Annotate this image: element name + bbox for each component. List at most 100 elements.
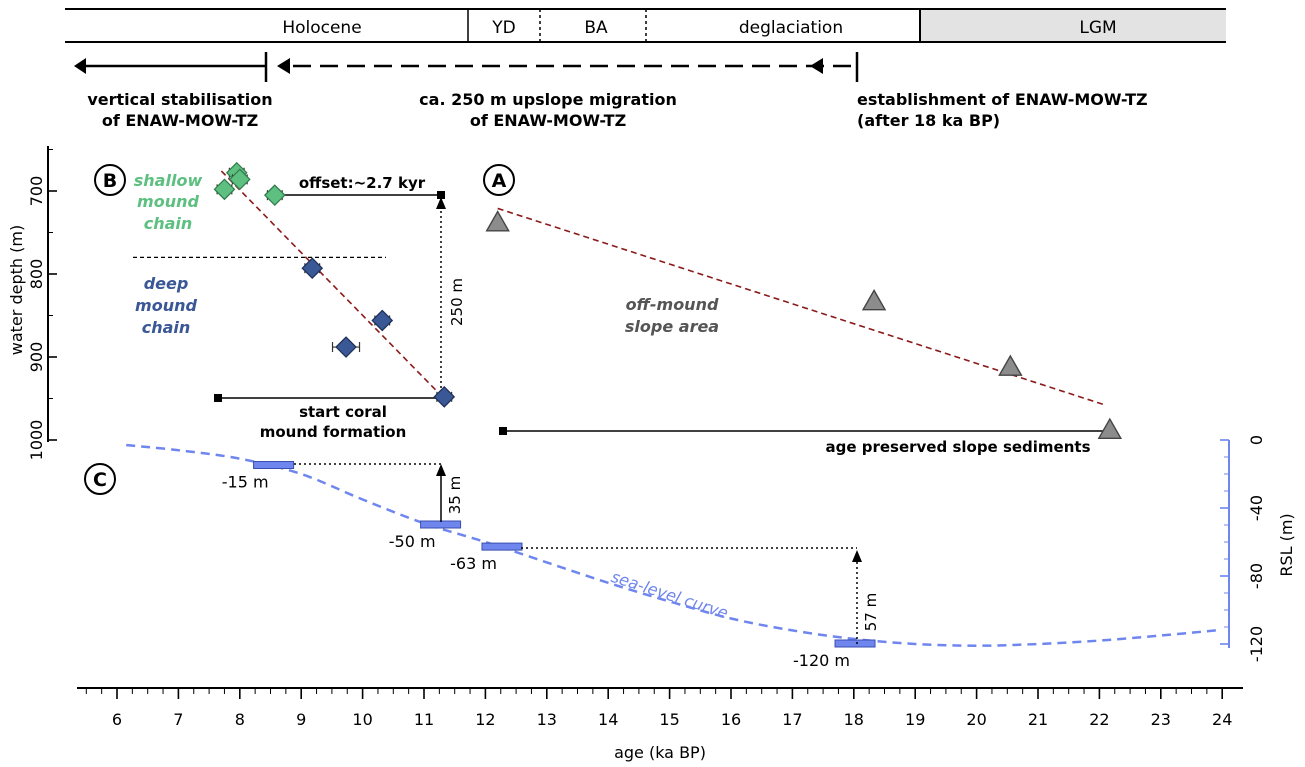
sea-level-markers: -15 m -50 m -63 m -120 m: [222, 461, 876, 670]
triangle-point: [998, 354, 1023, 376]
sea-level-marker: [481, 542, 523, 551]
x-tick-label: 19: [905, 710, 925, 729]
period-holocene: Holocene: [282, 18, 361, 38]
sea-level-marker: [834, 639, 876, 648]
sea-level-curve: [126, 443, 1217, 647]
period-yd: YD: [491, 18, 515, 38]
shallow-label-line2: mound: [137, 192, 199, 211]
sea-level-marker: [420, 520, 462, 529]
stage-labels: vertical stabilisation of ENAW-MOW-TZ ca…: [87, 90, 1147, 130]
sea-level-marker-label: -63 m: [450, 554, 497, 573]
sea-level-marker-label: -15 m: [222, 473, 269, 492]
panel-c-label: C: [93, 469, 107, 491]
age-preserved-annotation: age preserved slope sediments: [499, 427, 1114, 456]
offmound-label-line2: slope area: [625, 317, 719, 336]
period-lgm: LGM: [1079, 18, 1116, 38]
sea-level-curve-label: sea-level curve: [609, 567, 731, 623]
x-tick-label: 14: [598, 710, 618, 729]
y-right-tick-label: -80: [1247, 563, 1266, 589]
age-preserved-label: age preserved slope sediments: [825, 438, 1090, 456]
y-right-tick-label: 0: [1247, 435, 1266, 445]
offset-annotation: offset:~2.7 kyr 250 m: [270, 174, 466, 398]
stage-arrows: [74, 52, 859, 82]
depth-axis-label: water depth (m): [7, 225, 26, 355]
sealevel-arrows: 35 m 57 m: [294, 463, 880, 644]
rsl-axis-label: RSL (m): [1277, 513, 1296, 576]
panel-a-badge: A: [483, 164, 515, 196]
x-tick-label: 6: [112, 710, 122, 729]
deep-label-line2: mound: [135, 296, 197, 315]
diamond-point: [335, 336, 357, 358]
x-tick-label: 12: [475, 710, 495, 729]
panel-a-label: A: [492, 170, 507, 192]
x-tick-label: 11: [414, 710, 434, 729]
age-axis-label: age (ka BP): [614, 743, 706, 762]
data-points: [213, 161, 1123, 439]
x-tick-label: 24: [1212, 710, 1232, 729]
x-tick-label: 9: [296, 710, 306, 729]
diamond-point: [213, 178, 236, 201]
offmound-label-line1: off-mound: [626, 295, 719, 314]
triangle-point: [485, 210, 510, 232]
period-deglaciation: deglaciation: [739, 18, 843, 38]
stage-establishment-line2: (after 18 ka BP): [857, 111, 1000, 130]
y-left-tick-label: 1000: [27, 420, 46, 461]
shallow-label-line3: chain: [144, 214, 193, 233]
arrow-left-inner-icon: [810, 58, 823, 74]
x-tick-label: 8: [235, 710, 245, 729]
offmound-label: off-mound slope area: [625, 295, 719, 336]
deep-label-line1: deep: [144, 274, 189, 293]
diamond-point: [263, 184, 286, 206]
stage-vertical-line2: of ENAW-MOW-TZ: [102, 111, 258, 130]
y-left-tick-label: 900: [27, 342, 46, 373]
x-tick-label: 18: [844, 710, 864, 729]
deep-chain-label: deep mound chain: [135, 274, 197, 337]
start-label-line2: mound formation: [260, 423, 407, 441]
arrow-left-icon: [74, 58, 86, 74]
vertical-35-label: 35 m: [446, 476, 464, 514]
lgm-shade: [920, 9, 1226, 42]
shallow-label-line1: shallow: [134, 171, 203, 190]
deep-label-line3: chain: [142, 318, 191, 337]
stage-establishment-line1: establishment of ENAW-MOW-TZ: [857, 90, 1148, 109]
stage-migration-line2: of ENAW-MOW-TZ: [470, 111, 626, 130]
start-label-line1: start coral: [299, 403, 387, 421]
diamond-point: [301, 257, 324, 280]
sea-level-marker-label: -50 m: [389, 532, 436, 551]
diamond-point: [371, 309, 394, 332]
y-right-tick-label: -120: [1247, 626, 1266, 662]
panel-b-label: B: [103, 170, 117, 192]
diamond-point: [228, 168, 251, 191]
diamond-point: [433, 385, 456, 408]
start-mound-annotation: start coral mound formation: [214, 394, 441, 441]
sea-level-marker-label: -120 m: [793, 651, 850, 670]
age-axis: 6 7 8 9 10 11 12 13 14 15 16 17 18 19 20 21 22 23 24 age (…: [77, 687, 1243, 762]
arrow-up-35-icon: [436, 464, 446, 476]
period-ba: BA: [584, 18, 608, 38]
rsl-axis: 0 -40 -80 -120 RSL (m): [1220, 435, 1296, 662]
arrow-up-57-icon: [852, 550, 862, 562]
trendline-mound: [220, 170, 443, 398]
stage-vertical-line1: vertical stabilisation: [87, 90, 272, 109]
x-tick-label: 7: [173, 710, 183, 729]
sea-level-marker: [253, 461, 295, 469]
y-left-tick-label: 800: [27, 259, 46, 290]
offset-label: offset:~2.7 kyr: [299, 174, 426, 192]
x-tick-label: 22: [1089, 710, 1109, 729]
vertical-57-label: 57 m: [862, 593, 880, 631]
depth-axis: 700 800 900 1000 water depth (m): [7, 146, 57, 460]
x-tick-label: 21: [1028, 710, 1048, 729]
x-tick-label: 17: [782, 710, 802, 729]
vertical-250-label: 250 m: [448, 278, 466, 326]
x-tick-label: 20: [966, 710, 986, 729]
triangle-point: [861, 288, 887, 311]
y-right-tick-label: -40: [1247, 495, 1266, 521]
triangle-point: [1097, 417, 1123, 439]
stage-migration-line1: ca. 250 m upslope migration: [419, 90, 677, 109]
x-tick-label: 10: [352, 710, 372, 729]
y-left-tick-label: 700: [27, 176, 46, 207]
panel-c-badge: C: [84, 463, 116, 495]
shallow-chain-label: shallow mound chain: [134, 171, 203, 233]
panel-b-badge: B: [94, 164, 126, 196]
